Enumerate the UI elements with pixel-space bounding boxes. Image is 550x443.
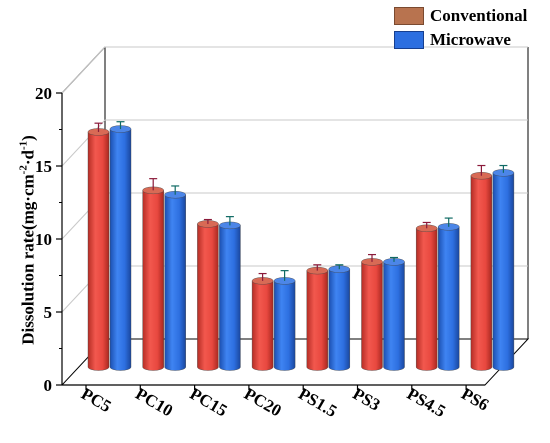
bar-body bbox=[328, 268, 350, 371]
bar-conventional-PS6 bbox=[470, 164, 493, 371]
bar-body bbox=[219, 225, 241, 371]
x-tick-label-PC20: PC20 bbox=[241, 384, 285, 420]
y-tick-label-10: 10 bbox=[35, 230, 52, 249]
x-tick-label-PS6: PS6 bbox=[458, 384, 492, 415]
x-tick-label-PS3: PS3 bbox=[350, 384, 384, 415]
legend-item-conventional: Conventional bbox=[394, 4, 550, 28]
bar-body bbox=[470, 175, 493, 371]
bars-group bbox=[87, 121, 515, 371]
side-gridline-20 bbox=[61, 46, 106, 94]
x-tick-label-PC10: PC10 bbox=[132, 384, 176, 420]
bar-conventional-PC15 bbox=[197, 218, 219, 371]
x-tick-label-PS1.5: PS1.5 bbox=[295, 384, 340, 421]
bar-microwave-PS3 bbox=[383, 256, 405, 371]
bar-microwave-PS6 bbox=[492, 164, 515, 371]
x-tick-label-PC5: PC5 bbox=[78, 384, 114, 416]
legend-label-conventional: Conventional bbox=[430, 6, 528, 25]
y-tick-label-15: 15 bbox=[35, 157, 52, 176]
bar-body bbox=[164, 194, 186, 371]
bar-microwave-PC5 bbox=[109, 121, 132, 371]
bar-body bbox=[492, 172, 515, 371]
bar-body bbox=[142, 190, 164, 371]
bar-microwave-PC15 bbox=[219, 216, 241, 371]
legend-item-microwave: Microwave bbox=[394, 28, 550, 52]
bar-microwave-PS1.5 bbox=[328, 264, 350, 371]
bar-conventional-PC20 bbox=[251, 272, 274, 371]
bar-conventional-PC10 bbox=[142, 178, 164, 371]
bar-body bbox=[361, 261, 383, 371]
bar-conventional-PC5 bbox=[87, 122, 110, 371]
legend-swatch-microwave bbox=[394, 31, 424, 49]
bar-conventional-PS3 bbox=[361, 253, 383, 371]
bar-body bbox=[416, 228, 438, 371]
legend-label-microwave: Microwave bbox=[430, 30, 511, 49]
bar-microwave-PC10 bbox=[164, 185, 186, 371]
bar-conventional-PS4.5 bbox=[416, 221, 438, 371]
x-tick-label-PS4.5: PS4.5 bbox=[404, 384, 449, 421]
legend: Conventional Microwave bbox=[394, 4, 550, 52]
y-tick-label-20: 20 bbox=[35, 84, 52, 103]
bar-body bbox=[383, 261, 405, 371]
y-axis-label: Dissolution rate(mg·cm-2·d-1) bbox=[17, 135, 38, 345]
y-tick-label-5: 5 bbox=[44, 303, 53, 322]
bar-microwave-PS4.5 bbox=[438, 217, 460, 371]
y-tick-label-0: 0 bbox=[44, 376, 53, 395]
bar-conventional-PS1.5 bbox=[306, 264, 328, 371]
side-gridline-15 bbox=[61, 119, 106, 167]
bar-body bbox=[438, 226, 460, 371]
bar-body bbox=[273, 280, 296, 371]
bar-body bbox=[251, 280, 274, 371]
bar-body bbox=[306, 270, 328, 371]
bar-body bbox=[87, 131, 110, 371]
bar-body bbox=[197, 223, 219, 371]
x-tick-label-PC15: PC15 bbox=[187, 384, 231, 420]
legend-swatch-conventional bbox=[394, 7, 424, 25]
bar-body bbox=[109, 128, 132, 371]
bar-microwave-PC20 bbox=[273, 270, 296, 371]
